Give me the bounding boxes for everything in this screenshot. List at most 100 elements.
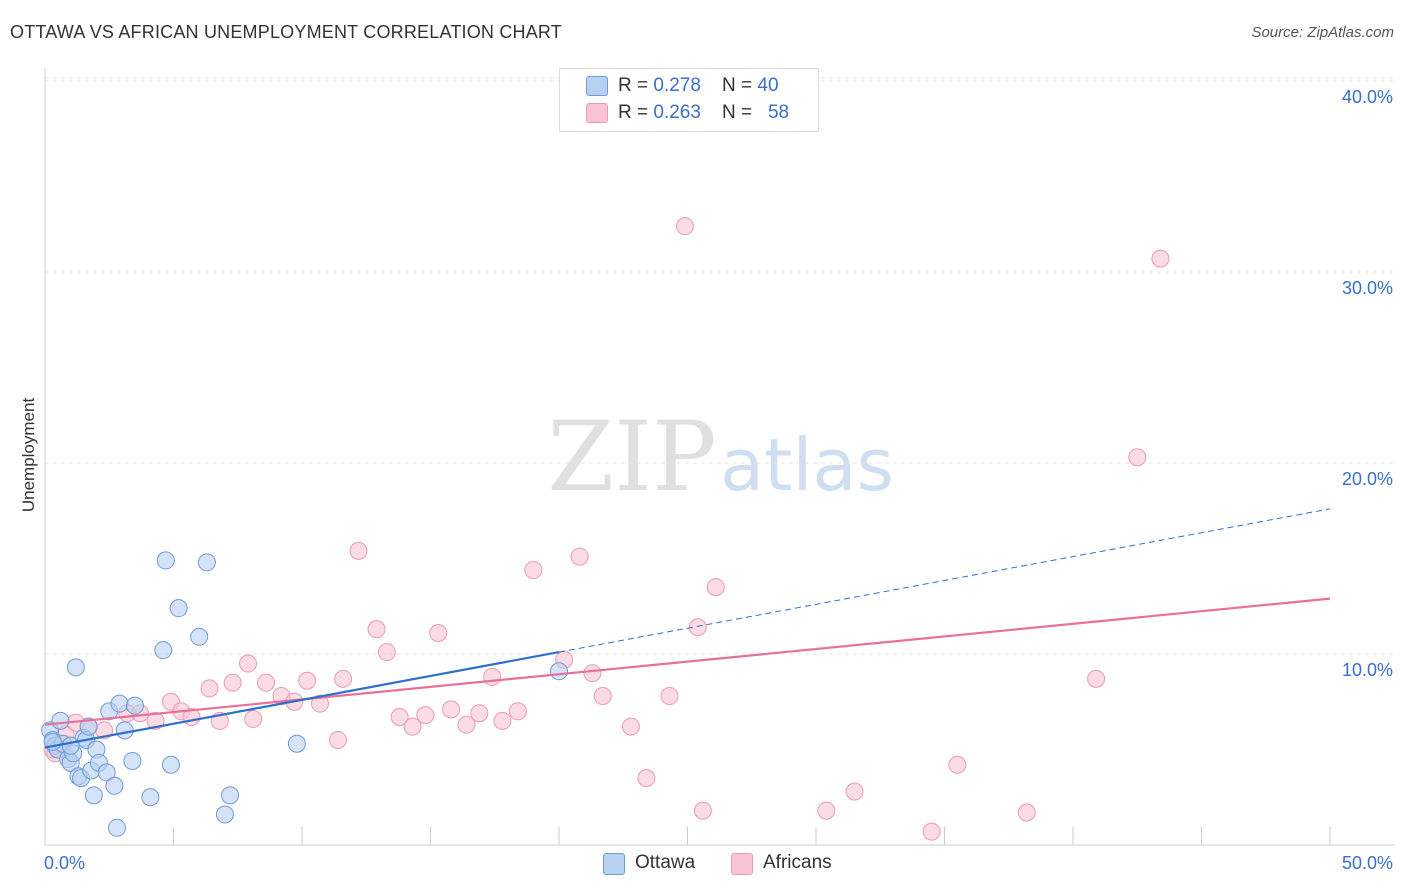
ottawa-point bbox=[550, 662, 568, 681]
y-tick-label: 10.0% bbox=[1342, 660, 1393, 680]
africans-point bbox=[239, 654, 258, 673]
ottawa-point bbox=[125, 696, 144, 715]
ottawa-point bbox=[61, 736, 80, 755]
ottawa-point bbox=[197, 553, 216, 572]
y-axis-label: Unemployment bbox=[19, 398, 38, 513]
legend-r-label: R = bbox=[618, 75, 654, 96]
tick-labels: 10.0% 20.0% 30.0% 40.0% 0.0% 50.0% bbox=[44, 87, 1393, 873]
africans-trend-line bbox=[44, 597, 1331, 726]
ottawa-point bbox=[97, 763, 116, 782]
africans-point bbox=[524, 560, 543, 579]
legend-swatch-ottawa bbox=[586, 76, 608, 96]
africans-point bbox=[257, 673, 276, 692]
africans-point bbox=[244, 709, 263, 728]
africans-point bbox=[637, 769, 656, 788]
africans-point bbox=[470, 704, 489, 723]
ottawa-point bbox=[221, 786, 240, 805]
bottom-legend-swatch-africans bbox=[731, 853, 753, 875]
ottawa-point bbox=[84, 786, 103, 805]
legend-n-label: N = bbox=[722, 75, 758, 96]
watermark-zip: ZIP bbox=[547, 401, 716, 513]
africans-point bbox=[621, 717, 640, 736]
africans-point bbox=[457, 715, 476, 734]
africans-point bbox=[390, 708, 409, 727]
ottawa-point bbox=[51, 711, 70, 730]
africans-point bbox=[845, 782, 864, 801]
ottawa-point bbox=[287, 734, 306, 753]
ottawa-trend-extension bbox=[558, 508, 1331, 653]
ottawa-point bbox=[141, 788, 160, 807]
africans-point bbox=[200, 679, 219, 698]
africans-point bbox=[483, 667, 502, 686]
africans-point bbox=[583, 664, 602, 683]
africans-point bbox=[817, 801, 836, 820]
ottawa-point bbox=[107, 818, 126, 837]
africans-point bbox=[429, 623, 448, 642]
ottawa-point bbox=[123, 751, 142, 770]
africans-point bbox=[688, 618, 707, 637]
legend-r-value: 0.263 bbox=[653, 102, 701, 123]
ottawa-point bbox=[154, 641, 173, 660]
legend-n-value: 40 bbox=[757, 75, 779, 96]
correlation-legend: R = 0.278 N = 40 R = 0.263 N = 58 bbox=[559, 68, 819, 132]
africans-point bbox=[493, 711, 512, 730]
africans-point bbox=[706, 578, 725, 597]
x-tick-label-max: 50.0% bbox=[1342, 853, 1393, 873]
bottom-legend-swatch-ottawa bbox=[603, 853, 625, 875]
ottawa-trend-line bbox=[44, 651, 560, 749]
africans-point bbox=[660, 687, 679, 706]
ottawa-point bbox=[115, 721, 134, 740]
data-points bbox=[41, 217, 1170, 841]
africans-point bbox=[349, 541, 368, 560]
africans-point bbox=[1087, 669, 1106, 688]
bottom-legend-label-africans: Africans bbox=[763, 852, 832, 873]
ottawa-point bbox=[105, 776, 124, 795]
watermark-atlas: atlas bbox=[720, 423, 894, 507]
ottawa-point bbox=[190, 627, 209, 646]
ottawa-point bbox=[66, 658, 85, 677]
africans-point bbox=[416, 706, 435, 725]
ottawa-point bbox=[161, 755, 180, 774]
x-tick-label-min: 0.0% bbox=[44, 853, 85, 873]
grid bbox=[45, 77, 1395, 655]
legend-n-value: 58 bbox=[767, 102, 790, 123]
africans-point bbox=[377, 643, 396, 662]
africans-point bbox=[146, 711, 165, 730]
legend-r-value: 0.278 bbox=[653, 75, 701, 96]
y-tick-label: 30.0% bbox=[1342, 278, 1393, 298]
africans-point bbox=[508, 702, 527, 721]
africans-point bbox=[1128, 448, 1147, 467]
africans-point bbox=[328, 730, 347, 749]
africans-point bbox=[403, 717, 422, 736]
africans-point bbox=[1151, 249, 1170, 268]
africans-point bbox=[570, 547, 589, 566]
axes bbox=[44, 68, 1395, 846]
africans-point bbox=[922, 822, 941, 841]
africans-point bbox=[593, 687, 612, 706]
africans-point bbox=[334, 669, 353, 688]
y-tick-label: 40.0% bbox=[1342, 87, 1393, 107]
ottawa-point bbox=[79, 717, 98, 736]
trend-lines bbox=[44, 508, 1331, 749]
legend-swatch-africans bbox=[586, 103, 608, 123]
y-tick-label: 20.0% bbox=[1342, 469, 1393, 489]
bottom-legend-label-ottawa: Ottawa bbox=[635, 852, 696, 873]
africans-point bbox=[223, 673, 242, 692]
africans-point bbox=[298, 671, 317, 690]
africans-point bbox=[948, 755, 967, 774]
ottawa-point bbox=[110, 694, 129, 713]
legend-r-label: R = bbox=[618, 102, 654, 123]
africans-point bbox=[442, 700, 461, 719]
ottawa-point bbox=[156, 551, 175, 570]
ottawa-point bbox=[169, 599, 188, 618]
africans-point bbox=[367, 620, 386, 639]
africans-point bbox=[310, 694, 329, 713]
source-credit: Source: ZipAtlas.com bbox=[1251, 24, 1394, 41]
africans-point bbox=[675, 217, 694, 236]
africans-point bbox=[1017, 803, 1036, 822]
africans-point bbox=[693, 801, 712, 820]
chart-title: OTTAWA VS AFRICAN UNEMPLOYMENT CORRELATI… bbox=[10, 22, 562, 42]
ottawa-point bbox=[215, 805, 234, 824]
legend-n-label: N = bbox=[722, 102, 758, 123]
